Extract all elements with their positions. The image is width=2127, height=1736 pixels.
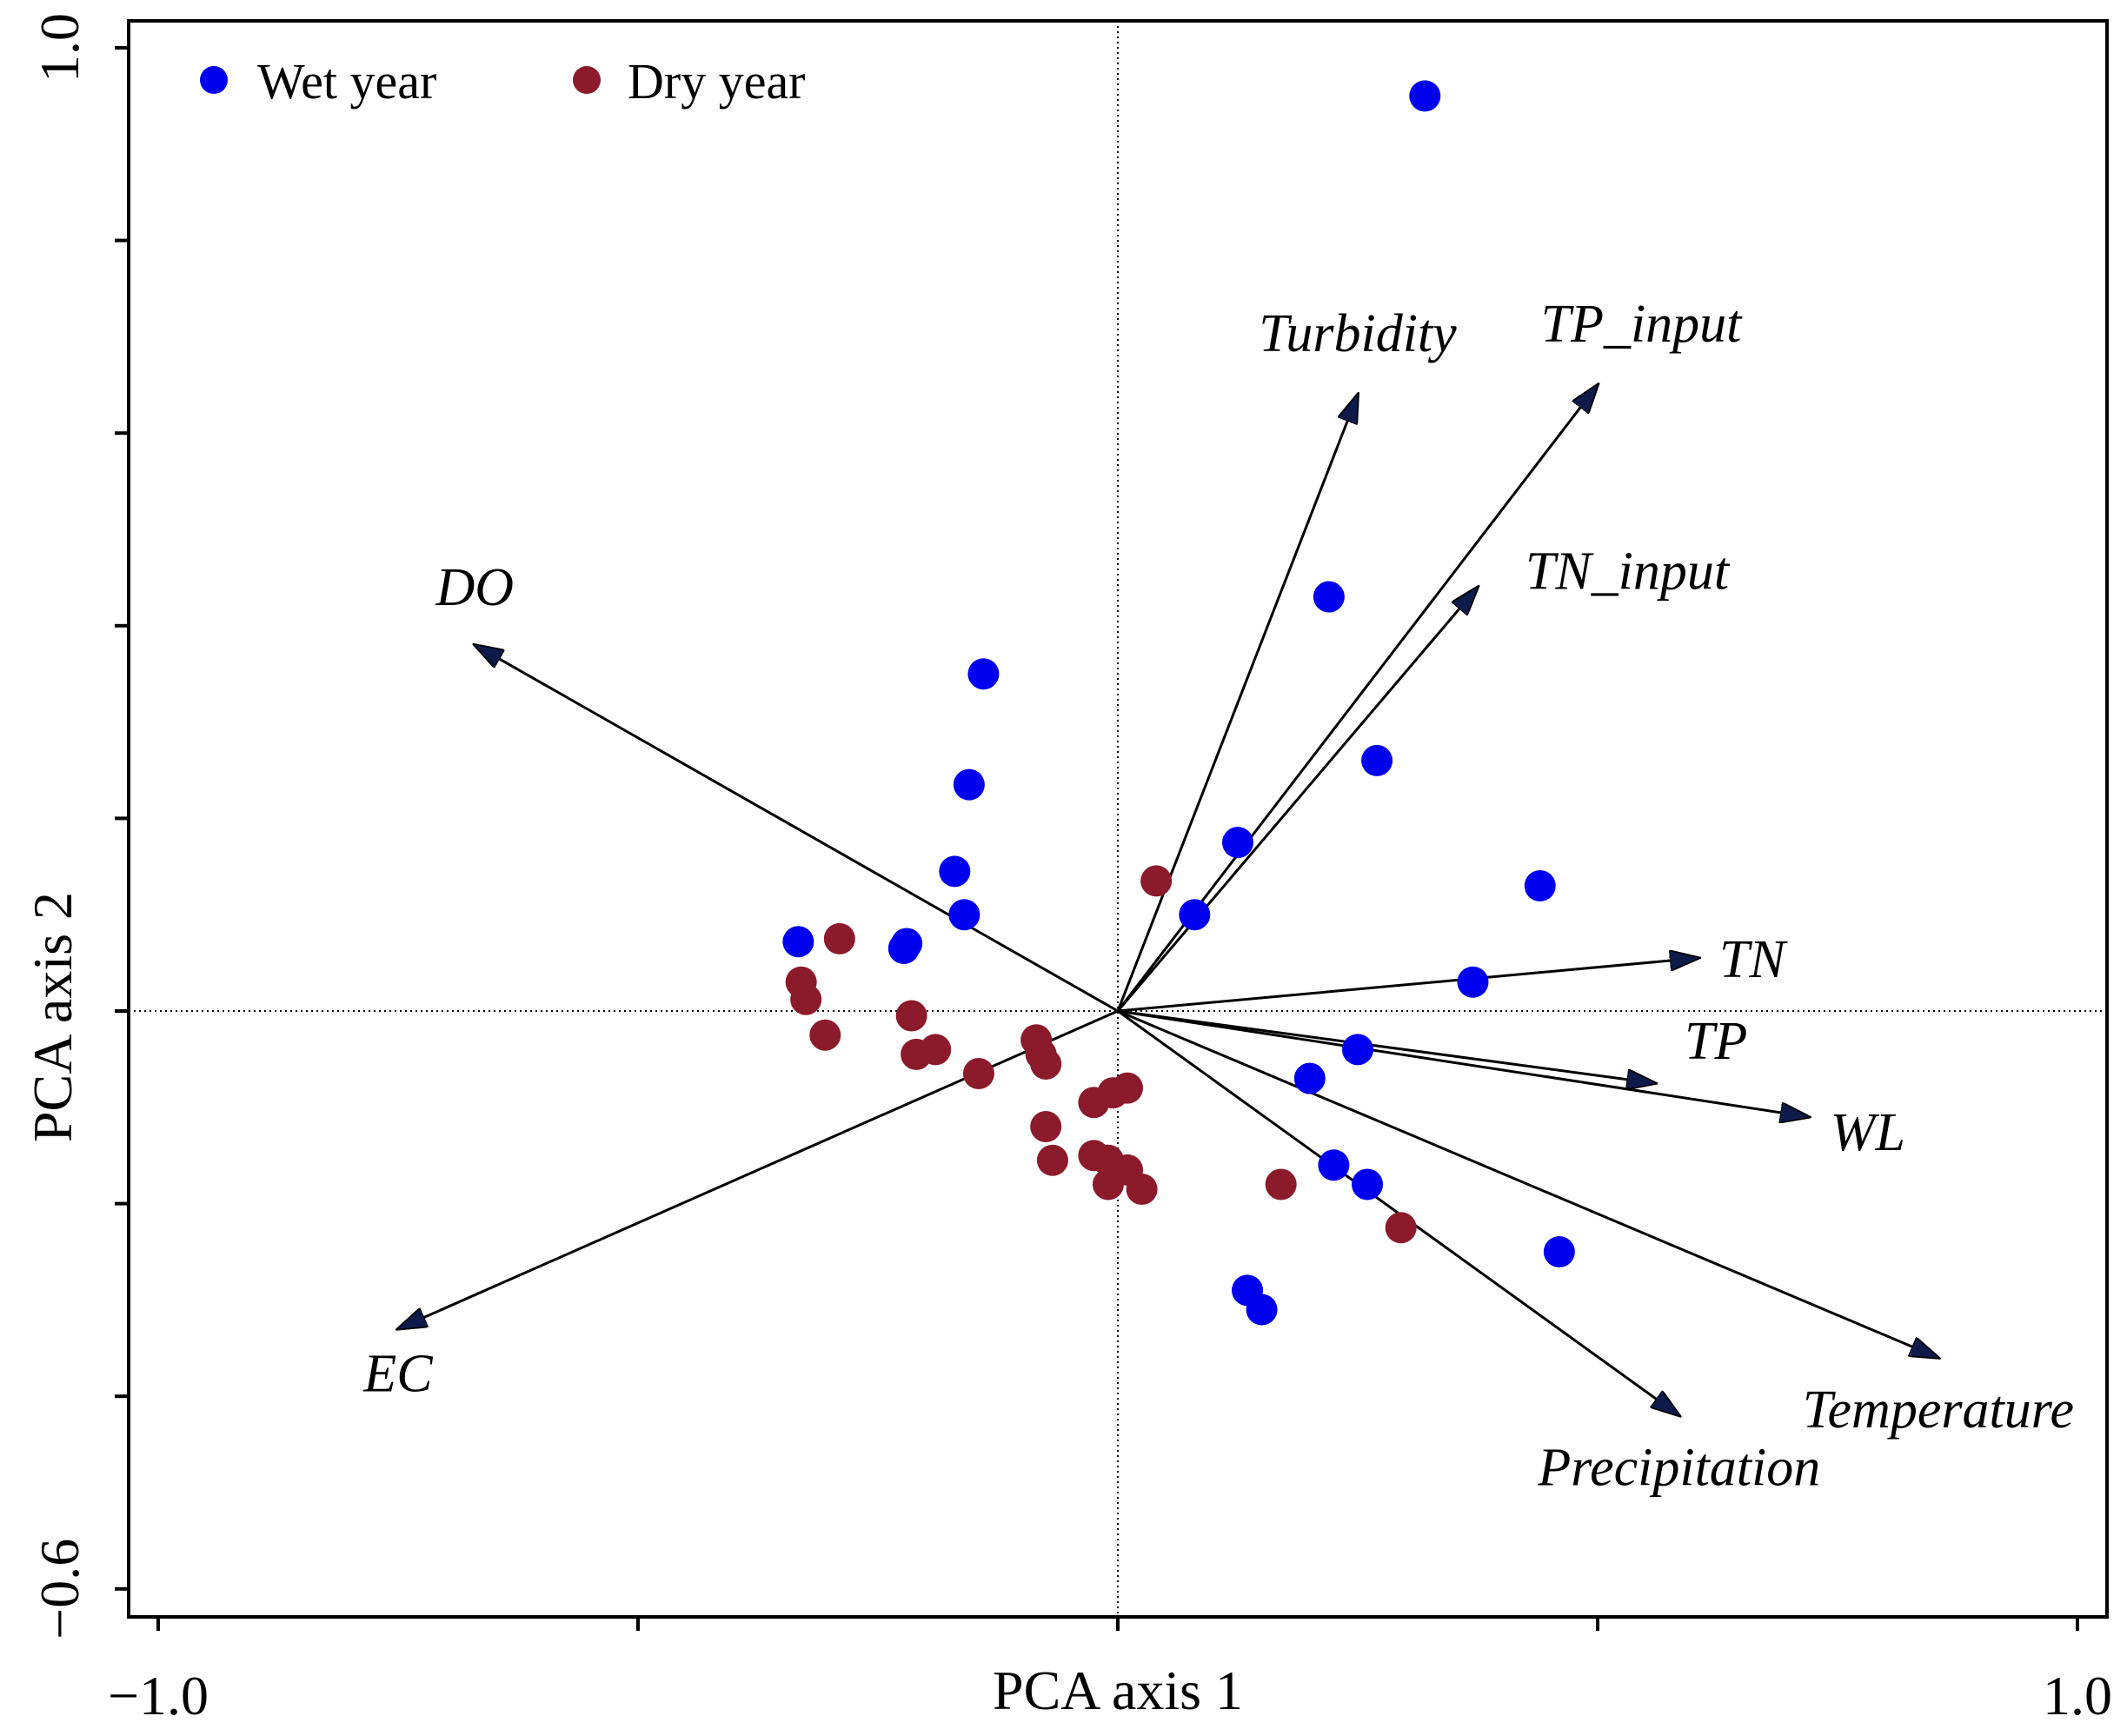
point-wet-year: [1318, 1149, 1350, 1181]
x-axis-title: PCA axis 1: [993, 1660, 1243, 1721]
point-dry-year: [962, 1058, 994, 1090]
point-wet-year: [1179, 899, 1211, 931]
point-dry-year: [1092, 1168, 1124, 1201]
vector-label-turbidity: Turbidity: [1259, 304, 1457, 363]
point-dry-year: [1036, 1144, 1068, 1176]
point-wet-year: [1293, 1062, 1326, 1094]
vector-arrow-ec: [398, 1009, 1119, 1329]
plot-frame: [127, 19, 2109, 1619]
vector-label-ec: EC: [362, 1345, 433, 1404]
vector-arrow-turbidity: [1116, 395, 1358, 1012]
legend-label-dry-year: Dry year: [628, 53, 806, 110]
vector-label-tp-input: TP_input: [1541, 295, 1744, 354]
vector-label-do: DO: [435, 558, 515, 617]
point-dry-year: [895, 1000, 927, 1032]
zero-lines: [129, 21, 2107, 1617]
vector-arrow-do: [475, 645, 1119, 1013]
point-wet-year: [948, 899, 980, 931]
vector-arrow-tp: [1117, 1009, 1655, 1083]
legend-marker-dry-year: [573, 66, 601, 94]
axis-ticks: [115, 46, 2079, 1631]
point-wet-year: [1457, 966, 1489, 998]
point-wet-year: [1409, 80, 1441, 112]
y-tick-label: 1.0: [29, 13, 90, 83]
point-dry-year: [1385, 1212, 1417, 1244]
vector-label-precipitation: Precipitation: [1537, 1438, 1820, 1497]
legend-marker-wet-year: [200, 66, 228, 94]
point-wet-year: [1352, 1168, 1384, 1201]
point-wet-year: [1342, 1034, 1373, 1066]
vector-label-wl: WL: [1831, 1103, 1905, 1162]
point-wet-year: [1543, 1236, 1575, 1267]
vector-label-tn: TN: [1719, 930, 1788, 989]
point-dry-year: [1078, 1087, 1110, 1119]
x-tick-label: −1.0: [108, 1665, 209, 1726]
point-dry-year: [790, 983, 822, 1015]
point-dry-year: [920, 1034, 952, 1066]
point-dry-year: [1140, 865, 1173, 897]
point-dry-year: [1126, 1173, 1158, 1205]
point-wet-year: [1246, 1294, 1278, 1326]
point-dry-year: [1265, 1168, 1297, 1201]
vector-arrow-tn-input: [1116, 587, 1478, 1012]
vector-arrow-temperature: [1117, 1009, 1938, 1358]
point-dry-year: [1030, 1048, 1062, 1080]
point-dry-year: [809, 1019, 841, 1051]
vector-label-tp: TP: [1685, 1012, 1747, 1071]
point-wet-year: [1222, 827, 1253, 859]
tick-labels: −1.0 1.0 −0.6 1.0: [29, 13, 2112, 1726]
vector-arrow-wl: [1117, 1009, 1809, 1117]
y-axis-title: PCA axis 2: [22, 892, 83, 1142]
point-wet-year: [1524, 869, 1556, 901]
vector-label-temperature: Temperature: [1803, 1380, 2074, 1440]
sample-points: [782, 80, 1575, 1326]
x-tick-label: 1.0: [2043, 1665, 2112, 1726]
vector-label-tn-input: TN_input: [1525, 542, 1731, 601]
point-wet-year: [953, 768, 985, 801]
point-wet-year: [887, 932, 920, 964]
point-wet-year: [1361, 744, 1393, 776]
y-tick-label: −0.6: [29, 1539, 90, 1640]
point-wet-year: [782, 926, 814, 958]
legend-label-wet-year: Wet year: [257, 53, 436, 110]
environmental-vectors: Turbidity TP_input TN_input DO TN TP WL Tempera…: [362, 295, 2074, 1498]
point-wet-year: [939, 855, 971, 888]
legend: Wet year Dry year: [200, 53, 806, 110]
point-dry-year: [823, 922, 855, 954]
point-dry-year: [1030, 1110, 1062, 1142]
vector-arrow-tn: [1117, 958, 1698, 1013]
point-wet-year: [967, 658, 1000, 690]
point-wet-year: [1313, 581, 1345, 613]
